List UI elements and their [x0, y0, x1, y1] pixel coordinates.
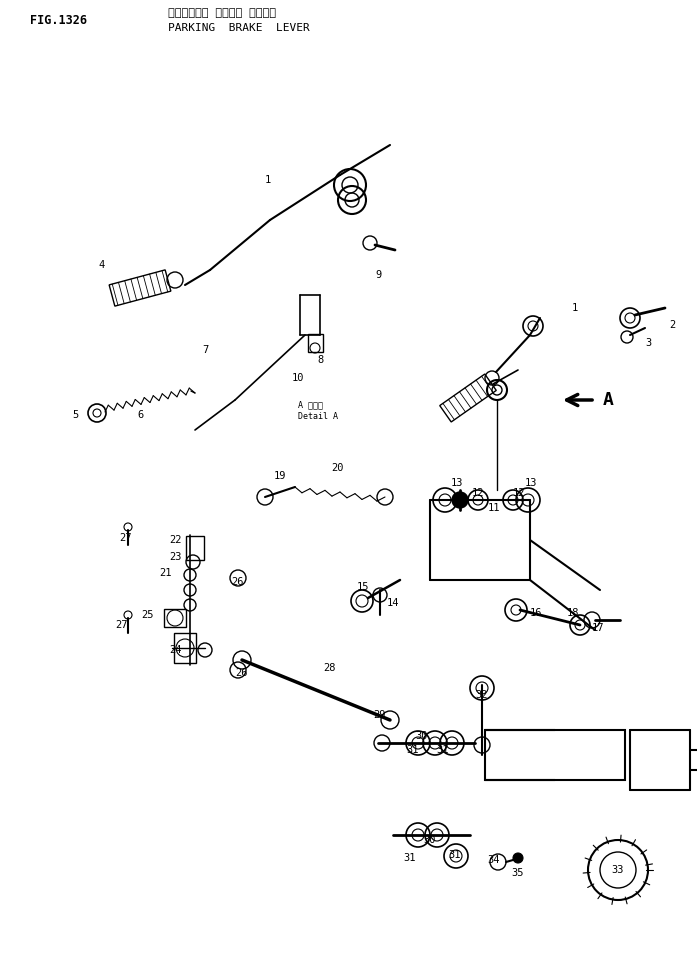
Text: 32: 32	[476, 690, 489, 700]
Text: 11: 11	[488, 503, 500, 513]
Text: 34: 34	[488, 855, 500, 865]
Bar	[186, 536, 204, 560]
Text: 30: 30	[415, 731, 428, 741]
Text: 31: 31	[449, 850, 461, 860]
Text: 6: 6	[137, 410, 143, 420]
Text: 16: 16	[530, 608, 542, 618]
Text: Detail A: Detail A	[298, 412, 338, 421]
Text: 33: 33	[612, 865, 625, 875]
Text: 7: 7	[202, 345, 208, 355]
Text: 20: 20	[332, 463, 344, 473]
Text: FIG.1326: FIG.1326	[30, 14, 87, 27]
Text: 15: 15	[357, 582, 369, 592]
Text: 1: 1	[265, 175, 271, 185]
Text: 23: 23	[169, 552, 181, 562]
Text: 31: 31	[407, 745, 420, 755]
Bar	[440, 374, 496, 422]
Circle shape	[452, 492, 468, 508]
Circle shape	[93, 409, 101, 417]
Bar	[174, 633, 196, 663]
Text: 13: 13	[525, 478, 537, 488]
Text: 1: 1	[572, 303, 578, 313]
Text: 12: 12	[472, 488, 484, 498]
Text: A 拡大図: A 拡大図	[298, 400, 323, 409]
Bar	[109, 269, 171, 306]
Text: 14: 14	[387, 598, 399, 608]
Bar	[485, 730, 625, 780]
Text: 31: 31	[437, 745, 450, 755]
Text: 17: 17	[592, 623, 604, 633]
Bar	[307, 334, 323, 352]
Text: 9: 9	[375, 270, 381, 280]
Text: 3: 3	[645, 338, 651, 348]
Text: 22: 22	[169, 535, 181, 545]
Text: 4: 4	[99, 260, 105, 270]
Text: 28: 28	[323, 663, 336, 673]
Text: 26: 26	[236, 668, 248, 678]
Text: 26: 26	[231, 577, 244, 587]
Text: 25: 25	[141, 610, 154, 620]
Text: 18: 18	[567, 608, 579, 618]
Text: 24: 24	[169, 645, 181, 655]
Text: 27: 27	[118, 533, 131, 543]
Text: 2: 2	[669, 320, 675, 330]
Text: 10: 10	[292, 373, 305, 383]
Text: パーキング゙ ブレーキ レバー: パーキング゙ ブレーキ レバー	[168, 8, 276, 18]
Text: 35: 35	[512, 868, 524, 878]
Text: 31: 31	[404, 853, 416, 863]
Text: 21: 21	[159, 568, 171, 578]
Text: 30: 30	[424, 835, 436, 845]
Bar	[164, 609, 186, 627]
Text: A: A	[603, 391, 614, 409]
Text: 5: 5	[72, 410, 78, 420]
Circle shape	[513, 853, 523, 863]
Text: 29: 29	[374, 710, 386, 720]
Text: 8: 8	[318, 355, 324, 365]
Text: 13: 13	[451, 478, 464, 488]
Text: 12: 12	[513, 488, 526, 498]
Text: PARKING  BRAKE  LEVER: PARKING BRAKE LEVER	[168, 23, 309, 33]
Text: 27: 27	[116, 620, 128, 630]
Text: 19: 19	[274, 471, 286, 481]
